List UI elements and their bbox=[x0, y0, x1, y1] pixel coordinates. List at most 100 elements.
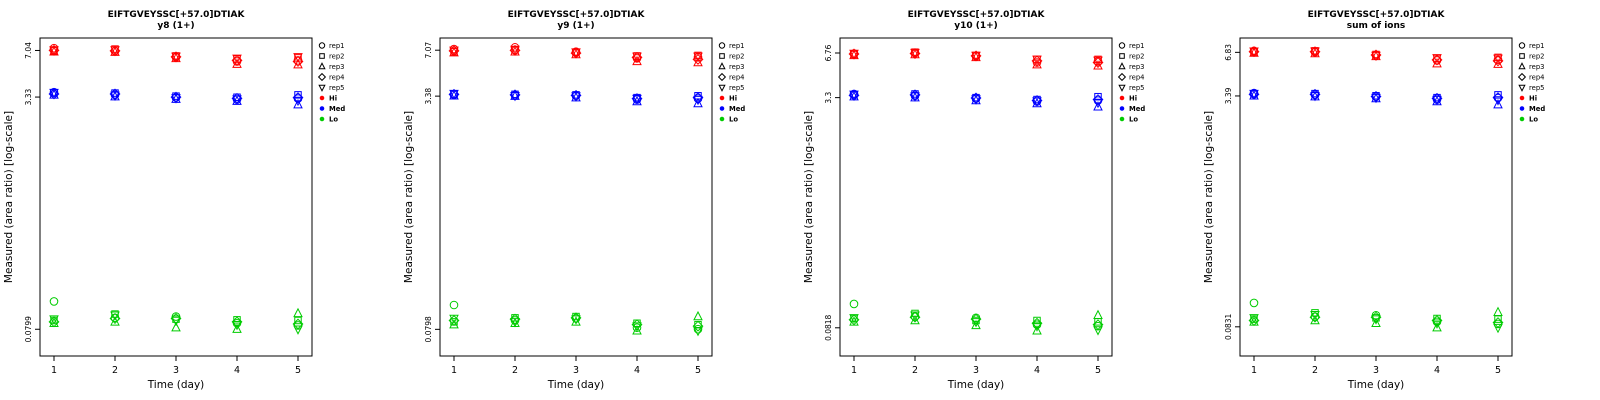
diamond-marker bbox=[1092, 57, 1104, 68]
y-tick-label: 7.07 bbox=[424, 42, 433, 59]
triangle-down-marker bbox=[232, 320, 242, 331]
triangle-down-marker bbox=[718, 84, 726, 92]
square-marker bbox=[719, 53, 725, 59]
triangle-down-marker bbox=[632, 94, 642, 105]
x-tick-label: 2 bbox=[912, 365, 918, 376]
triangle-down-marker bbox=[449, 314, 459, 325]
triangle-down-marker bbox=[449, 89, 459, 100]
diamond-marker bbox=[109, 313, 121, 324]
triangle-up-marker bbox=[318, 62, 326, 70]
triangle-down-marker bbox=[632, 322, 642, 332]
triangle-down-marker bbox=[449, 46, 459, 57]
y-axis-label: Measured (area ratio) [log-scale] bbox=[3, 111, 15, 283]
legend-label-Med: Med bbox=[329, 105, 345, 113]
square-marker bbox=[1494, 91, 1502, 99]
triangle-down-marker bbox=[1432, 95, 1442, 106]
triangle-up-marker bbox=[1518, 62, 1526, 70]
square-marker bbox=[694, 320, 702, 329]
legend-label-rep2: rep2 bbox=[1129, 53, 1144, 61]
triangle-up-marker bbox=[632, 325, 642, 335]
circle-marker bbox=[719, 95, 725, 101]
diamond-marker bbox=[692, 320, 704, 332]
chart-subtitle: y8 (1+) bbox=[157, 21, 194, 31]
triangle-down-marker bbox=[171, 52, 181, 63]
x-tick-label: 3 bbox=[573, 365, 579, 376]
circle-marker bbox=[449, 44, 459, 54]
triangle-up-marker bbox=[1371, 317, 1381, 327]
circle-marker bbox=[1249, 298, 1259, 308]
diamond-marker bbox=[317, 72, 327, 82]
triangle-down-marker bbox=[1118, 84, 1126, 92]
legend-label-rep1: rep1 bbox=[329, 42, 344, 50]
legend-label-rep4: rep4 bbox=[1129, 74, 1144, 82]
y-axis-label: Measured (area ratio) [log-scale] bbox=[803, 111, 815, 283]
legend-label-Med: Med bbox=[1129, 105, 1145, 113]
triangle-down-marker bbox=[1032, 322, 1042, 332]
triangle-down-marker bbox=[849, 314, 859, 324]
y-axis-label: Measured (area ratio) [log-scale] bbox=[1203, 111, 1215, 283]
triangle-down-marker bbox=[971, 95, 981, 105]
legend-label-rep5: rep5 bbox=[1529, 84, 1544, 92]
diamond-marker bbox=[848, 89, 860, 101]
triangle-down-marker bbox=[971, 51, 981, 62]
diamond-marker bbox=[448, 315, 460, 326]
triangle-down-marker bbox=[110, 311, 120, 321]
x-tick-label: 5 bbox=[295, 365, 301, 376]
x-tick-label: 1 bbox=[1251, 365, 1257, 376]
diamond-marker bbox=[1309, 311, 1321, 323]
diamond-marker bbox=[1492, 55, 1504, 67]
legend-label-Hi: Hi bbox=[729, 95, 737, 103]
triangle-down-marker bbox=[510, 45, 520, 56]
triangle-down-marker bbox=[293, 96, 303, 107]
triangle-down-marker bbox=[110, 91, 120, 102]
triangle-down-marker bbox=[318, 84, 326, 92]
triangle-up-marker bbox=[1093, 309, 1103, 320]
diamond-marker bbox=[970, 313, 982, 325]
y-axis-label: Measured (area ratio) [log-scale] bbox=[403, 111, 415, 283]
triangle-down-marker bbox=[693, 52, 703, 63]
legend-label-rep2: rep2 bbox=[729, 53, 744, 61]
x-tick-label: 5 bbox=[1095, 365, 1101, 376]
triangle-down-marker bbox=[1249, 314, 1259, 324]
legend-label-Lo: Lo bbox=[329, 116, 338, 124]
scatter-panel-y8-1-: EIFTGVEYSSC[+57.0]DTIAK y8 (1+) 7.04 3.33 0.… bbox=[0, 0, 400, 400]
legend-label-rep2: rep2 bbox=[329, 53, 344, 61]
circle-marker bbox=[1118, 42, 1126, 49]
chart-title: EIFTGVEYSSC[+57.0]DTIAK bbox=[908, 10, 1046, 20]
triangle-down-marker bbox=[232, 54, 242, 65]
triangle-down-marker bbox=[910, 311, 920, 321]
x-tick-label: 2 bbox=[112, 365, 118, 376]
chart-subtitle: y9 (1+) bbox=[557, 21, 594, 31]
circle-marker bbox=[1119, 106, 1125, 111]
y-tick-label: 0.0799 bbox=[24, 316, 33, 342]
triangle-down-marker bbox=[1493, 323, 1503, 334]
triangle-down-marker bbox=[1371, 93, 1381, 104]
circle-marker bbox=[171, 312, 181, 321]
legend-label-Lo: Lo bbox=[1529, 116, 1538, 124]
plot-box bbox=[1239, 37, 1513, 357]
plot-box bbox=[439, 37, 713, 357]
triangle-up-marker bbox=[693, 97, 703, 108]
triangle-down-marker bbox=[171, 316, 181, 327]
triangle-down-marker bbox=[510, 92, 520, 102]
triangle-down-marker bbox=[1093, 98, 1103, 109]
x-tick-label: 3 bbox=[973, 365, 979, 376]
triangle-up-marker bbox=[1493, 98, 1503, 109]
chart-subtitle: sum of ions bbox=[1347, 21, 1406, 31]
triangle-down-marker bbox=[110, 46, 120, 56]
triangle-up-marker bbox=[693, 310, 703, 321]
triangle-up-marker bbox=[232, 323, 242, 333]
circle-marker bbox=[319, 106, 325, 111]
legend-label-rep4: rep4 bbox=[729, 74, 744, 82]
chart-subtitle: y10 (1+) bbox=[954, 21, 998, 31]
triangle-down-marker bbox=[49, 315, 59, 325]
triangle-down-marker bbox=[1493, 54, 1503, 65]
diamond-marker bbox=[1117, 72, 1127, 82]
diamond-marker bbox=[1517, 72, 1527, 82]
y-tick-label: 0.0831 bbox=[1224, 313, 1233, 339]
y-tick-label: 3.33 bbox=[24, 88, 33, 105]
triangle-down-marker bbox=[49, 46, 59, 56]
